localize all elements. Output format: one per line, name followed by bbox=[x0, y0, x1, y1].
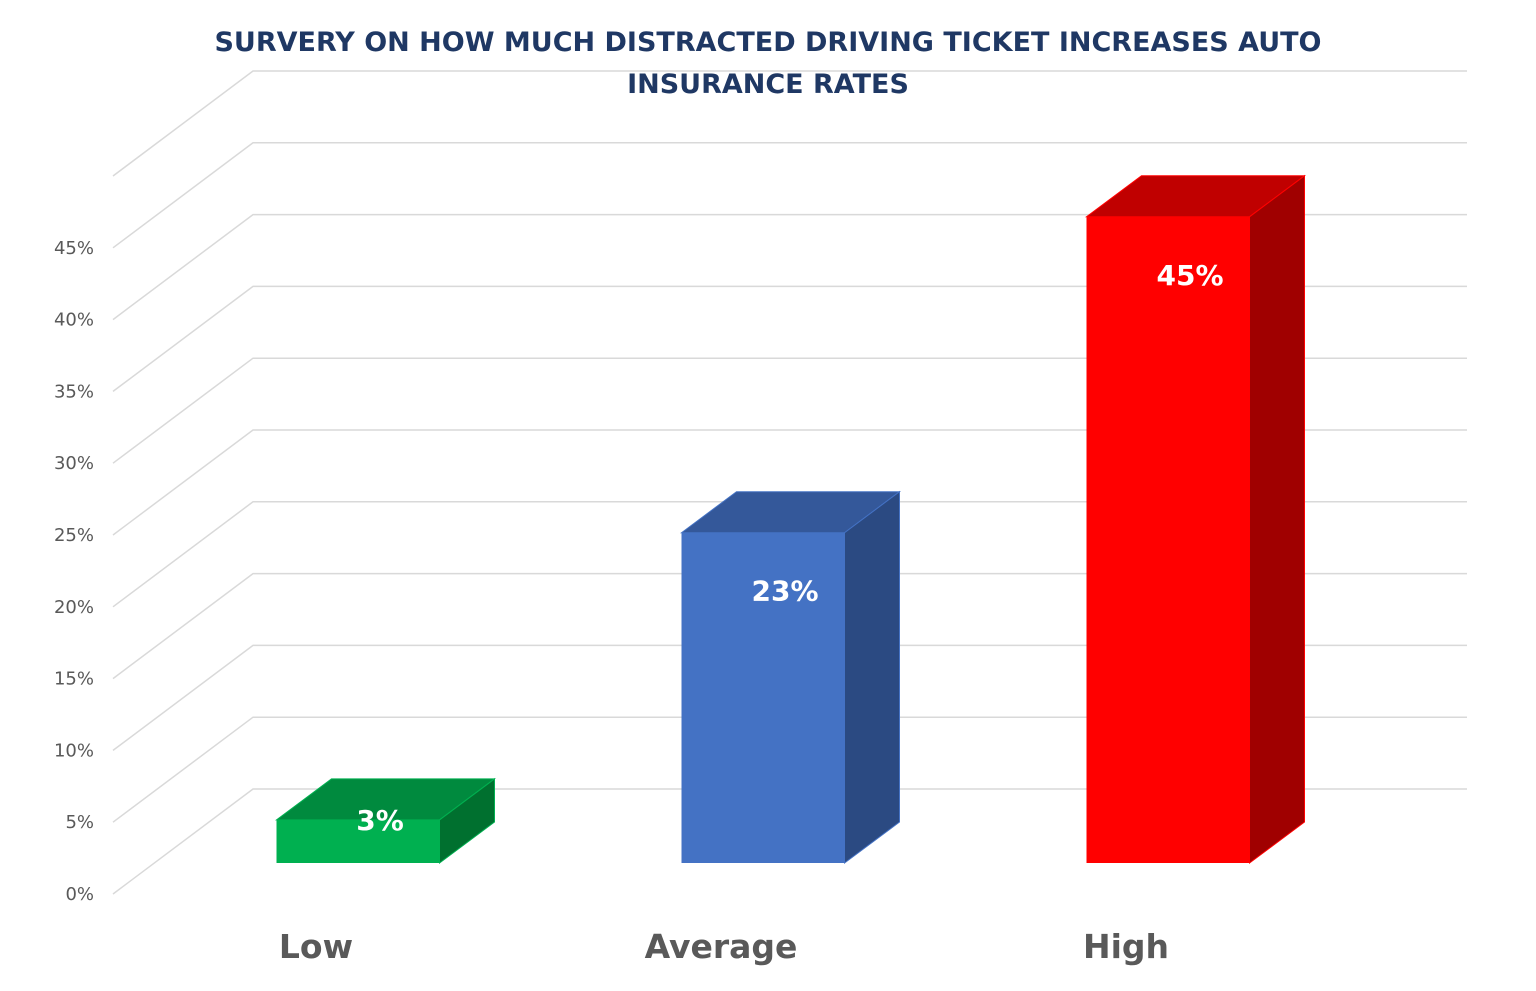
gridline bbox=[112, 501, 1467, 608]
bar-high bbox=[1086, 216, 1250, 864]
bar-side bbox=[1249, 174, 1305, 864]
y-tick-label: 45% bbox=[54, 238, 94, 259]
data-label: 3% bbox=[356, 804, 404, 837]
data-label: 45% bbox=[1156, 259, 1223, 292]
bar-average bbox=[681, 532, 845, 863]
gridline bbox=[112, 285, 1467, 392]
y-tick-label: 10% bbox=[54, 740, 94, 761]
chart-title-line-1: SURVERY ON HOW MUCH DISTRACTED DRIVING T… bbox=[214, 27, 1322, 58]
gridline bbox=[112, 572, 1467, 680]
y-tick-label: 5% bbox=[65, 812, 94, 833]
x-category-label: High bbox=[1083, 927, 1169, 966]
gridline bbox=[112, 788, 1467, 895]
gridline bbox=[112, 213, 1467, 321]
y-tick-label: 20% bbox=[54, 597, 94, 618]
y-tick-label: 40% bbox=[54, 310, 94, 331]
y-tick-label: 35% bbox=[54, 381, 94, 402]
gridline bbox=[112, 716, 1467, 823]
gridline bbox=[112, 142, 1467, 249]
gridline bbox=[112, 357, 1467, 464]
gridline bbox=[112, 70, 1467, 177]
y-tick-label: 30% bbox=[54, 453, 94, 474]
y-tick-label: 0% bbox=[65, 884, 94, 905]
chart-title: SURVERY ON HOW MUCH DISTRACTED DRIVING T… bbox=[0, 22, 1536, 106]
x-category-label: Average bbox=[645, 927, 798, 966]
gridline bbox=[112, 644, 1467, 752]
data-label: 23% bbox=[751, 575, 818, 608]
gridline bbox=[112, 429, 1467, 536]
bar-low bbox=[276, 819, 440, 863]
bar-side bbox=[844, 490, 900, 864]
chart-title-line-2: INSURANCE RATES bbox=[627, 69, 909, 100]
y-tick-label: 15% bbox=[54, 669, 94, 690]
x-category-label: Low bbox=[279, 927, 353, 966]
y-tick-label: 25% bbox=[54, 525, 94, 546]
